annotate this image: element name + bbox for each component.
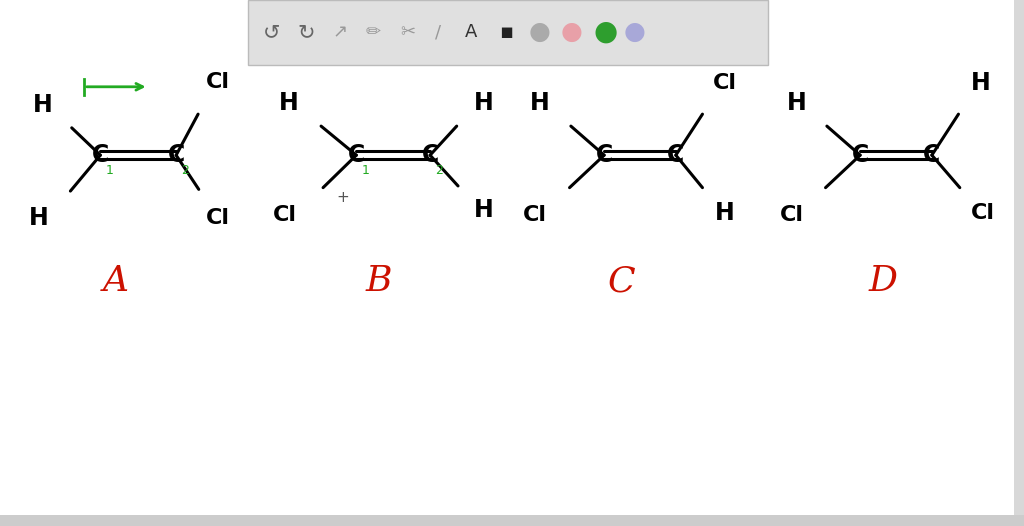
Text: Cl: Cl xyxy=(522,205,547,225)
Text: H: H xyxy=(786,90,807,115)
Text: ✏: ✏ xyxy=(366,23,380,41)
Text: H: H xyxy=(473,198,494,222)
FancyBboxPatch shape xyxy=(248,0,768,65)
Text: Cl: Cl xyxy=(971,203,995,223)
Text: H: H xyxy=(473,90,494,115)
Text: Cl: Cl xyxy=(206,208,230,228)
Text: Cl: Cl xyxy=(206,72,230,92)
Text: C: C xyxy=(92,143,109,167)
Text: H: H xyxy=(715,201,735,225)
Text: 1: 1 xyxy=(105,165,114,177)
Text: B: B xyxy=(366,265,392,298)
Bar xyxy=(1014,0,1024,526)
Text: +: + xyxy=(337,190,349,205)
Text: ↗: ↗ xyxy=(333,23,347,41)
Text: A: A xyxy=(465,23,477,41)
Text: C: C xyxy=(852,143,868,167)
Text: C: C xyxy=(668,143,684,167)
Text: A: A xyxy=(102,265,129,298)
Text: D: D xyxy=(868,265,897,298)
Text: ▪: ▪ xyxy=(499,22,513,42)
Text: H: H xyxy=(971,71,991,95)
Text: C: C xyxy=(924,143,940,167)
Text: 1: 1 xyxy=(361,165,370,177)
Text: Cl: Cl xyxy=(272,205,297,225)
Bar xyxy=(0,515,1024,526)
Text: C: C xyxy=(608,265,635,298)
Text: ✂: ✂ xyxy=(400,23,415,41)
Text: H: H xyxy=(29,206,49,230)
Text: H: H xyxy=(529,90,550,115)
Text: Cl: Cl xyxy=(779,205,804,225)
Text: Cl: Cl xyxy=(713,73,737,93)
Text: C: C xyxy=(348,143,365,167)
Text: H: H xyxy=(33,93,53,117)
Text: C: C xyxy=(422,143,438,167)
Text: ●: ● xyxy=(624,20,646,44)
Text: ●: ● xyxy=(528,20,551,44)
Text: 2: 2 xyxy=(435,165,443,177)
Text: ●: ● xyxy=(593,18,617,46)
Text: C: C xyxy=(596,143,612,167)
Text: ●: ● xyxy=(560,20,583,44)
Text: ↺: ↺ xyxy=(262,22,281,42)
Text: /: / xyxy=(435,23,441,41)
Text: ↻: ↻ xyxy=(297,22,315,42)
Text: H: H xyxy=(279,90,299,115)
Text: C: C xyxy=(168,143,184,167)
Text: 2: 2 xyxy=(181,165,189,177)
